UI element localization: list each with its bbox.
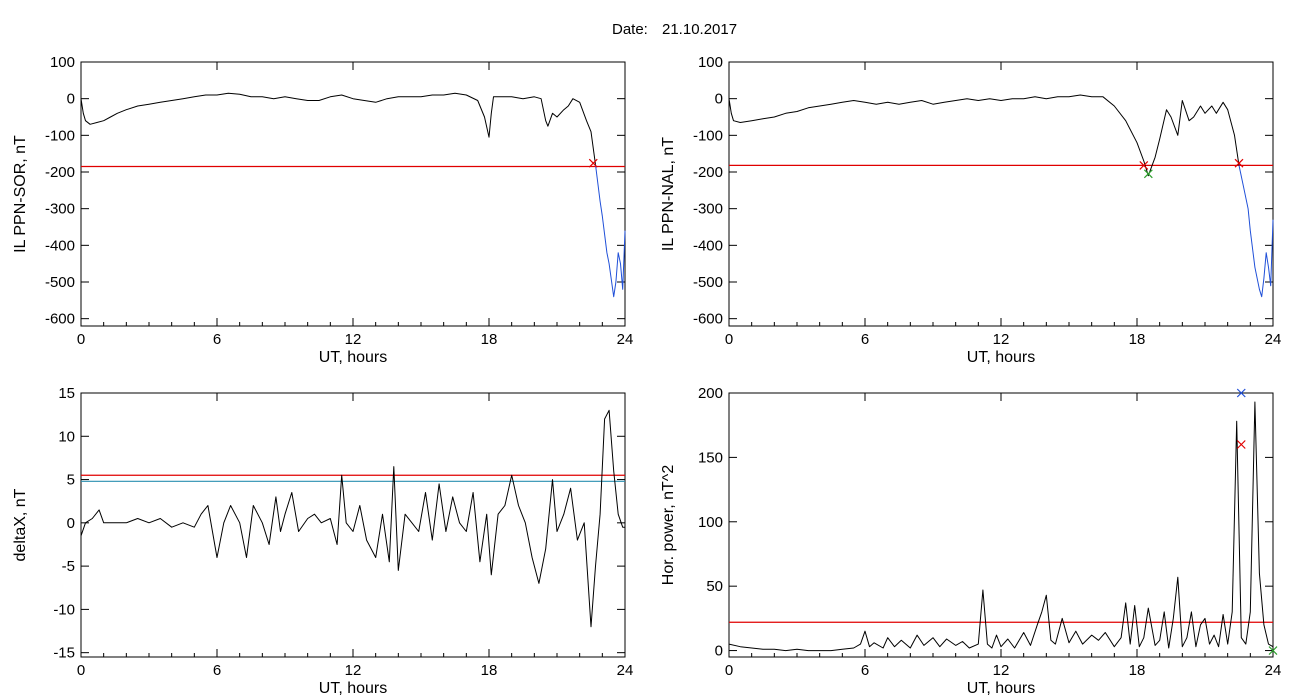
y-tick-label: -600: [45, 311, 75, 328]
marker-x: [1234, 158, 1244, 168]
x-axis-title: UT, hours: [967, 680, 1035, 697]
x-axis-title: UT, hours: [967, 349, 1035, 366]
marker-x: [1139, 160, 1149, 170]
plot-frame: [728, 61, 1274, 327]
y-tick-label: -300: [693, 201, 723, 218]
y-tick-label: -400: [45, 237, 75, 254]
x-tick-label: 0: [77, 662, 85, 679]
y-tick-label: 100: [698, 514, 723, 531]
y-tick-label: -500: [45, 274, 75, 291]
y-tick-label: -15: [53, 645, 75, 662]
x-tick-label: 12: [345, 331, 362, 348]
y-tick-label: 100: [50, 54, 75, 71]
y-tick-label: -300: [45, 201, 75, 218]
y-tick-label: 15: [58, 385, 75, 402]
y-tick-label: 0: [67, 91, 75, 108]
x-tick-label: 18: [481, 331, 498, 348]
y-axis-title: deltaX, nT: [12, 488, 29, 561]
y-tick-label: -10: [53, 601, 75, 618]
y-tick-label: -100: [693, 127, 723, 144]
y-tick-label: 0: [67, 515, 75, 532]
marker-x: [1236, 440, 1246, 449]
y-tick-label: 10: [58, 428, 75, 445]
y-tick-label: -100: [45, 127, 75, 144]
y-tick-label: 0: [715, 643, 723, 660]
series-line-0: [80, 92, 596, 165]
y-tick-label: 100: [698, 54, 723, 71]
series-line-0: [728, 94, 1240, 177]
y-tick-label: -400: [693, 237, 723, 254]
y-tick-label: 150: [698, 449, 723, 466]
marker-x: [1236, 388, 1246, 398]
date-label: Date:: [612, 21, 648, 38]
marker-x: [588, 158, 598, 168]
y-axis-title: Hor. power, nT^2: [660, 465, 677, 586]
y-tick-label: -5: [62, 558, 75, 575]
series-line-0: [728, 401, 1274, 652]
x-tick-label: 6: [213, 331, 221, 348]
x-axis-title: UT, hours: [319, 680, 387, 697]
panel-deltax: 0 6 12 18 24 15 10 5 0 -5 -10 -15 UT, hours deltaX, n…: [12, 385, 633, 697]
panel-hor-power: 0 6 12 18 24 200 150 100 50 0 UT, hours Hor. power,…: [660, 385, 1281, 697]
plot-frame: [80, 392, 626, 658]
series-line-1: [595, 164, 626, 298]
x-tick-label: 18: [1129, 662, 1146, 679]
y-axis-title: IL PPN-NAL, nT: [660, 137, 677, 251]
panel-ppn-sor: 0 6 12 18 24 100 0 -100 -200 -300 -400 -500 -600 UT, …: [12, 54, 633, 366]
series-line-1: [1238, 165, 1274, 298]
x-tick-label: 24: [617, 331, 634, 348]
y-tick-label: 50: [706, 578, 723, 595]
x-tick-label: 12: [993, 331, 1010, 348]
x-tick-label: 0: [77, 331, 85, 348]
x-tick-label: 6: [213, 662, 221, 679]
date-value: 21.10.2017: [662, 21, 737, 38]
x-axis-title: UT, hours: [319, 349, 387, 366]
y-tick-label: -500: [693, 274, 723, 291]
series-line-0: [80, 409, 625, 628]
y-tick-label: -600: [693, 311, 723, 328]
x-tick-label: 12: [345, 662, 362, 679]
x-tick-label: 18: [1129, 331, 1146, 348]
plot-frame: [728, 392, 1274, 658]
marker-x: [1143, 169, 1153, 179]
x-tick-label: 0: [725, 331, 733, 348]
x-tick-label: 24: [1265, 331, 1282, 348]
y-tick-label: 200: [698, 385, 723, 402]
marker-x: [1268, 646, 1278, 655]
x-tick-label: 0: [725, 662, 733, 679]
y-axis-title: IL PPN-SOR, nT: [12, 135, 29, 253]
y-tick-label: -200: [693, 164, 723, 181]
x-tick-label: 6: [861, 662, 869, 679]
x-tick-label: 6: [861, 331, 869, 348]
x-tick-label: 12: [993, 662, 1010, 679]
header: Date: 21.10.2017: [612, 21, 737, 38]
y-tick-label: -200: [45, 164, 75, 181]
x-tick-label: 24: [1265, 662, 1282, 679]
x-tick-label: 24: [617, 662, 634, 679]
y-tick-label: 5: [67, 472, 75, 489]
x-tick-label: 18: [481, 662, 498, 679]
y-tick-label: 0: [715, 91, 723, 108]
panel-ppn-nal: 0 6 12 18 24 100 0 -100 -200 -300 -400 -500 -600 UT, …: [660, 54, 1281, 366]
